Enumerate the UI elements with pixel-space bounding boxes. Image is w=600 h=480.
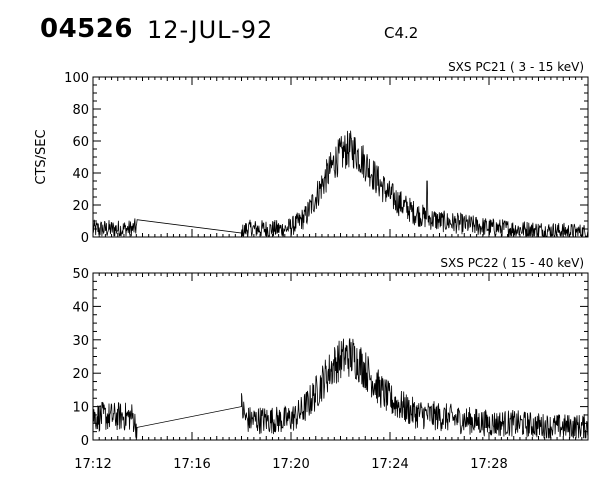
y-tick-label: 0 [81, 231, 89, 246]
lightcurve-series [92, 130, 589, 238]
y-tick-label: 100 [64, 71, 89, 86]
y-axis-label: CTS/SEC [34, 129, 49, 184]
x-tick-label: 17:12 [74, 457, 111, 472]
flare-class: C4.2 [384, 24, 419, 42]
y-tick-label: 40 [72, 300, 89, 315]
panel-title: SXS PC22 ( 15 - 40 keV) [440, 256, 584, 270]
y-tick-label: 20 [72, 367, 89, 382]
y-tick-label: 10 [72, 401, 89, 416]
x-tick-label: 17:16 [173, 457, 210, 472]
x-tick-label: 17:28 [470, 457, 507, 472]
y-tick-label: 30 [72, 334, 89, 349]
event-id: 04526 [40, 14, 133, 44]
y-tick-label: 80 [72, 103, 89, 118]
x-tick-label: 17:20 [272, 457, 309, 472]
y-tick-label: 50 [72, 267, 89, 282]
panel-title: SXS PC21 ( 3 - 15 keV) [448, 60, 584, 74]
x-tick-label: 17:24 [371, 457, 408, 472]
y-tick-label: 0 [81, 434, 89, 449]
lightcurve-series [92, 338, 589, 439]
event-date: 12-JUL-92 [147, 16, 274, 44]
plot-frame [92, 76, 589, 238]
y-tick-label: 60 [72, 135, 89, 150]
y-tick-label: 40 [72, 167, 89, 182]
y-tick-label: 20 [72, 199, 89, 214]
